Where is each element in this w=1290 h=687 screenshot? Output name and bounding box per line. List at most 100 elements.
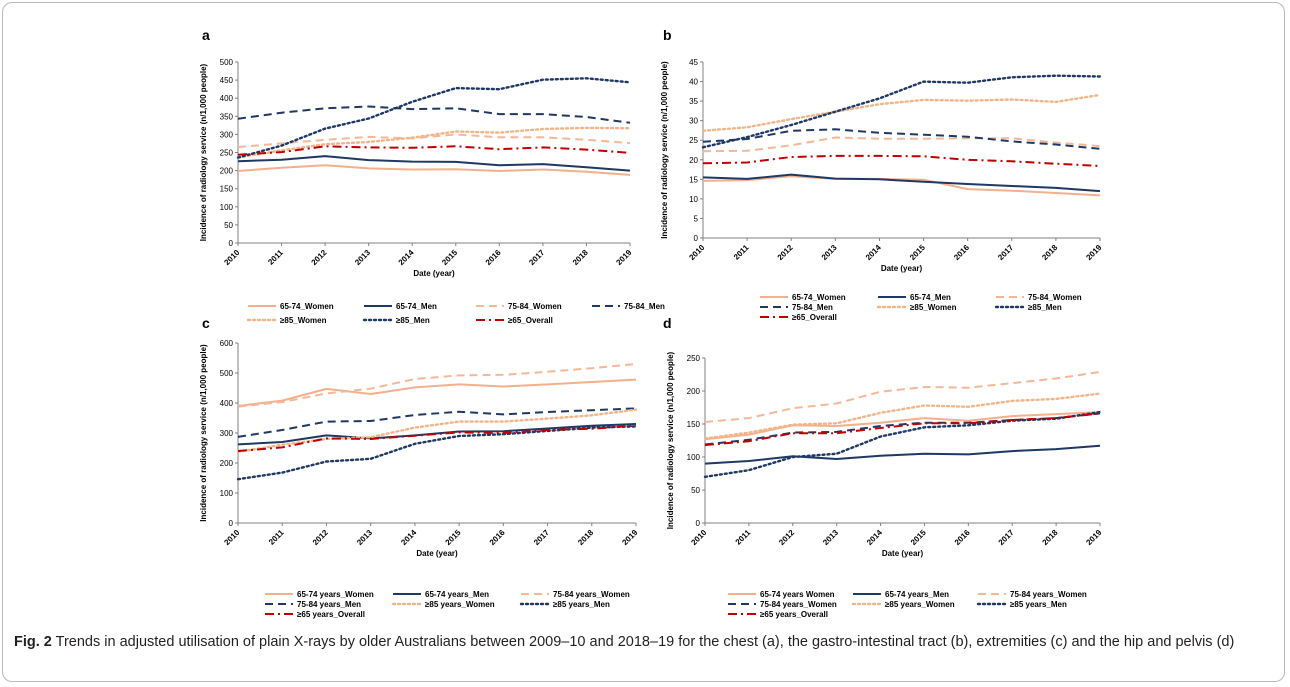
legend-label: 75-84 years_Women <box>553 590 630 599</box>
legend-label: 65-74_Women <box>792 293 846 302</box>
y-tick-label: 300 <box>220 130 234 139</box>
x-tick-label: 2018 <box>1041 528 1060 547</box>
series-line-65-74 years_Women <box>238 380 636 406</box>
x-tick-label: 2014 <box>397 248 416 267</box>
chart-legend: 65-74 years Women 65-74 years_Men 75-84 ye… <box>728 590 1087 619</box>
chart-panel-a: a 0 50 100 150 200 250 300 350 400 450 500 2010 2011 2… <box>199 27 665 325</box>
y-tick-label: 20 <box>689 156 698 165</box>
x-tick-label: 2019 <box>1084 528 1103 547</box>
y-tick-label: 0 <box>694 234 699 243</box>
y-tick-label: 150 <box>687 420 701 429</box>
x-tick-label: 2010 <box>222 248 241 267</box>
y-tick-label: 50 <box>691 486 700 495</box>
y-tick-label: 100 <box>687 453 701 462</box>
y-tick-label: 200 <box>687 387 701 396</box>
x-tick-label: 2019 <box>620 528 639 547</box>
x-axis-title: Date (year) <box>882 549 924 558</box>
x-tick-label: 2016 <box>488 528 507 547</box>
x-tick-label: 2018 <box>1040 243 1059 262</box>
x-tick-label: 2014 <box>399 528 418 547</box>
legend-label: 75-84_Women <box>508 302 562 311</box>
x-axis-title: Date (year) <box>881 264 923 273</box>
x-tick-label: 2012 <box>311 528 330 547</box>
caption-text: Trends in adjusted utilisation of plain … <box>56 634 1235 650</box>
chart-panel-d: d 0 50 100 150 200 250 2010 2011 2012 2013 2014 2015… <box>663 315 1104 619</box>
y-tick-label: 0 <box>229 519 234 528</box>
x-tick-label: 2016 <box>952 243 971 262</box>
x-tick-label: 2018 <box>576 528 595 547</box>
x-tick-label: 2017 <box>527 248 546 267</box>
legend-label: ≥85_Women <box>280 316 327 325</box>
legend-label: ≥85 years_Women <box>425 600 495 609</box>
x-tick-label: 2017 <box>997 528 1016 547</box>
legend-label: 75-84 years_Women <box>1010 590 1087 599</box>
x-tick-label: 2019 <box>614 248 633 267</box>
x-tick-label: 2011 <box>267 528 286 547</box>
legend-label: 65-74_Women <box>280 302 334 311</box>
y-tick-label: 250 <box>220 149 234 158</box>
series-line-65-74 years_Men <box>705 446 1100 464</box>
y-axis-title: Incidence of radiology service (n/1,000 … <box>666 351 675 529</box>
series-line-65-74_Men <box>703 175 1100 192</box>
x-tick-label: 2014 <box>865 528 884 547</box>
y-tick-label: 500 <box>220 58 234 67</box>
y-tick-label: 15 <box>689 175 698 184</box>
x-tick-label: 2013 <box>820 243 839 262</box>
x-tick-label: 2010 <box>687 243 706 262</box>
y-tick-label: 100 <box>220 203 234 212</box>
legend-label: ≥85_Men <box>396 316 430 325</box>
series-line-≥85_Women <box>703 95 1100 131</box>
y-tick-label: 400 <box>220 399 234 408</box>
legend-label: 65-74 years_Men <box>885 590 949 599</box>
legend-label: 75-84_Men <box>792 303 833 312</box>
series-line-≥85 years_Men <box>705 412 1100 477</box>
x-tick-label: 2010 <box>689 528 708 547</box>
x-tick-label: 2012 <box>776 243 795 262</box>
x-tick-label: 2015 <box>444 528 463 547</box>
y-tick-label: 450 <box>220 76 234 85</box>
legend-label: 65-74_Men <box>910 293 951 302</box>
legend-label: ≥65 years_Overall <box>760 610 828 619</box>
legend-label: 75-84 years_Women <box>760 600 837 609</box>
legend-label: 75-84_Men <box>624 302 665 311</box>
x-tick-label: 2012 <box>777 528 796 547</box>
x-tick-label: 2017 <box>532 528 551 547</box>
x-tick-label: 2011 <box>732 243 751 262</box>
x-tick-label: 2015 <box>440 248 459 267</box>
panel-label: b <box>663 27 672 43</box>
y-tick-label: 25 <box>689 136 698 145</box>
panel-label: c <box>202 315 210 331</box>
y-tick-label: 35 <box>689 97 698 106</box>
x-tick-label: 2015 <box>908 243 927 262</box>
x-tick-label: 2015 <box>909 528 928 547</box>
x-tick-label: 2017 <box>996 243 1015 262</box>
x-tick-label: 2013 <box>821 528 840 547</box>
y-axis-title: Incidence of radiology service (n/1,000 … <box>660 61 669 239</box>
x-tick-label: 2016 <box>953 528 972 547</box>
x-tick-label: 2016 <box>484 248 503 267</box>
x-axis-title: Date (year) <box>413 269 455 278</box>
x-tick-label: 2013 <box>355 528 374 547</box>
chart-legend: 65-74 years_Women 65-74 years_Men 75-84 ye… <box>265 590 630 619</box>
y-tick-label: 250 <box>687 354 701 363</box>
series-line-65-74_Women <box>703 176 1100 195</box>
legend-label: ≥65 years_Overall <box>297 610 365 619</box>
y-tick-label: 300 <box>220 429 234 438</box>
x-tick-label: 2010 <box>222 528 241 547</box>
chart-legend: 65-74_Women 65-74_Men 75-84_Women 75-84_Men… <box>248 302 665 325</box>
y-axis-title: Incidence of radiology service (n/1,000 … <box>199 63 208 241</box>
x-tick-label: 2012 <box>310 248 329 267</box>
y-tick-label: 500 <box>220 369 234 378</box>
legend-label: 65-74 years_Women <box>297 590 374 599</box>
legend-label: 65-74 years_Men <box>425 590 489 599</box>
y-tick-label: 100 <box>220 489 234 498</box>
y-tick-label: 45 <box>689 58 698 67</box>
y-tick-label: 5 <box>694 214 699 223</box>
chart-legend: 65-74_Women 65-74_Men 75-84_Women 75-84_Men… <box>760 293 1082 322</box>
y-tick-label: 350 <box>220 112 234 121</box>
y-axis-title: Incidence of radiology service (n/1,000 … <box>199 344 208 522</box>
x-tick-label: 2014 <box>864 243 883 262</box>
series-line-≥65_Overall <box>703 156 1100 166</box>
panel-label: a <box>202 27 210 43</box>
